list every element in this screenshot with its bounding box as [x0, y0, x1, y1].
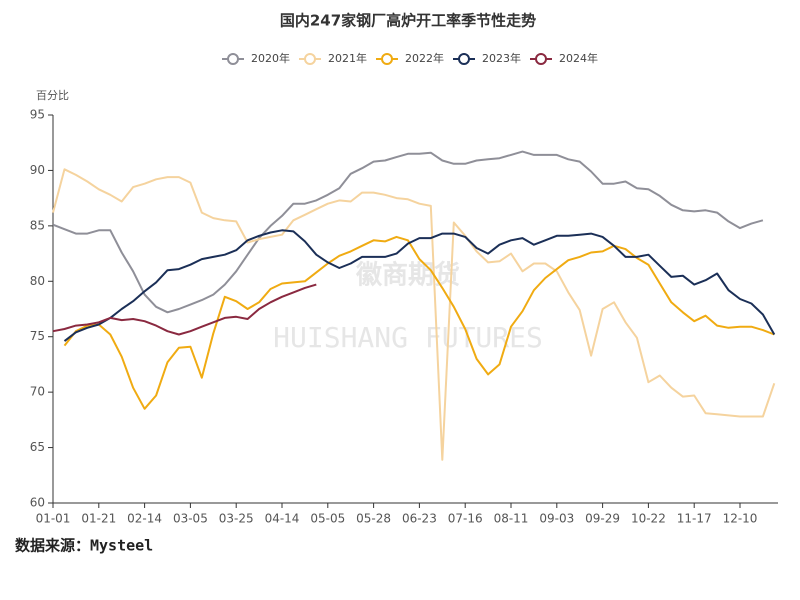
- y-tick-label: 65: [30, 440, 45, 454]
- x-tick-label: 07-16: [448, 512, 483, 526]
- x-tick-label: 05-28: [356, 512, 391, 526]
- x-tick-label: 01-21: [81, 512, 116, 526]
- x-tick-label: 11-17: [677, 512, 712, 526]
- x-tick-label: 09-03: [539, 512, 574, 526]
- series-line: [52, 150, 764, 314]
- legend-label: 2021年: [328, 51, 367, 65]
- x-tick-label: 01-01: [36, 512, 71, 526]
- x-tick-label: 02-14: [127, 512, 162, 526]
- x-tick-label: 06-23: [402, 512, 437, 526]
- y-tick-label: 95: [30, 108, 45, 122]
- y-tick-label: 70: [30, 385, 45, 399]
- legend-marker: [381, 53, 393, 65]
- x-tick-label: 12-10: [723, 512, 758, 526]
- x-tick-label: 04-14: [265, 512, 300, 526]
- legend-marker: [304, 53, 316, 65]
- legend-label: 2020年: [251, 51, 290, 65]
- series-line: [63, 229, 776, 342]
- y-tick-label: 75: [30, 329, 45, 343]
- chart-title: 国内247家钢厂高炉开工率季节性走势: [280, 12, 536, 30]
- x-tick-label: 08-11: [494, 512, 529, 526]
- x-tick-label: 03-05: [173, 512, 208, 526]
- watermark: HUISHANG FUTURES: [273, 321, 543, 354]
- y-tick-label: 60: [30, 496, 45, 510]
- y-axis-label: 百分比: [36, 89, 69, 102]
- legend-marker: [227, 53, 239, 65]
- x-tick-label: 09-29: [585, 512, 620, 526]
- x-tick-label: 03-25: [219, 512, 254, 526]
- y-tick-label: 80: [30, 274, 45, 288]
- watermark: 徽商期货: [355, 260, 460, 291]
- legend-label: 2024年: [559, 51, 598, 65]
- legend-label: 2022年: [405, 51, 444, 65]
- series-line: [52, 283, 317, 336]
- x-tick-label: 10-22: [631, 512, 666, 526]
- x-tick-label: 05-05: [310, 512, 345, 526]
- legend-marker: [535, 53, 547, 65]
- series-line: [63, 235, 775, 410]
- y-tick-label: 90: [30, 163, 45, 177]
- legend-label: 2023年: [482, 51, 521, 65]
- legend-marker: [458, 53, 470, 65]
- source: 数据来源：Mysteel: [15, 537, 153, 555]
- series-line: [52, 168, 776, 461]
- y-tick-label: 85: [30, 218, 45, 232]
